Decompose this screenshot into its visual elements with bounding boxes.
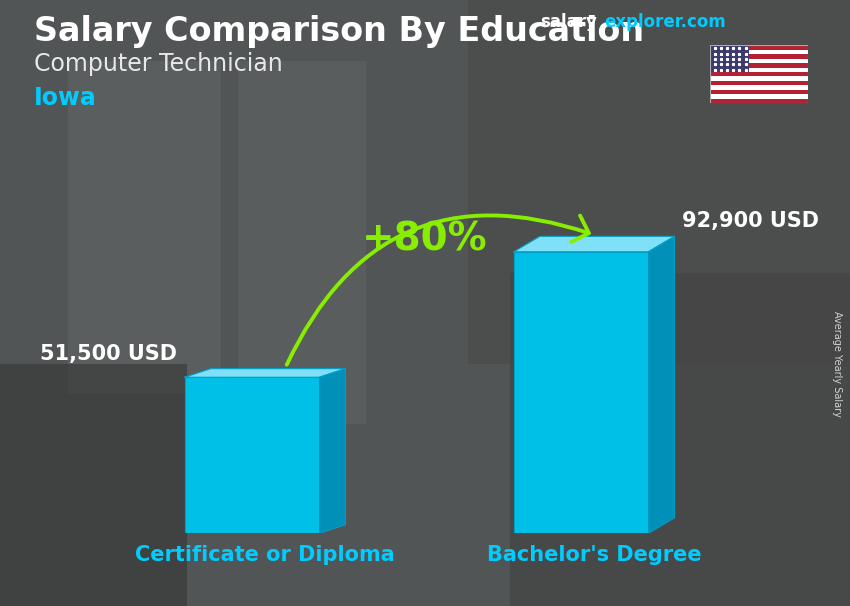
Text: +80%: +80% xyxy=(362,220,488,258)
Text: Certificate or Diploma: Certificate or Diploma xyxy=(135,545,395,565)
Text: Salary Comparison By Education: Salary Comparison By Education xyxy=(34,15,644,48)
FancyBboxPatch shape xyxy=(184,377,320,533)
Bar xyxy=(710,99,808,103)
FancyBboxPatch shape xyxy=(513,252,649,533)
Text: explorer.com: explorer.com xyxy=(604,13,726,32)
Bar xyxy=(710,68,808,72)
Bar xyxy=(710,63,808,68)
Text: salary: salary xyxy=(540,13,597,32)
Polygon shape xyxy=(513,236,675,252)
Text: 51,500 USD: 51,500 USD xyxy=(40,344,177,364)
Bar xyxy=(710,72,808,76)
Bar xyxy=(710,50,808,55)
Bar xyxy=(710,94,808,99)
Bar xyxy=(710,55,808,59)
Bar xyxy=(0,364,187,606)
Text: Computer Technician: Computer Technician xyxy=(34,52,283,76)
Bar xyxy=(710,76,808,81)
Bar xyxy=(510,273,850,606)
Bar xyxy=(710,81,808,85)
Polygon shape xyxy=(184,368,345,377)
Bar xyxy=(710,90,808,94)
Bar xyxy=(710,85,808,90)
Bar xyxy=(710,45,808,50)
Bar xyxy=(68,61,221,394)
Text: Bachelor's Degree: Bachelor's Degree xyxy=(487,545,701,565)
Bar xyxy=(710,59,808,63)
Text: 92,900 USD: 92,900 USD xyxy=(682,211,819,231)
FancyArrowPatch shape xyxy=(286,215,589,365)
Polygon shape xyxy=(649,236,675,533)
Polygon shape xyxy=(320,368,345,533)
Bar xyxy=(468,0,850,364)
Bar xyxy=(710,45,749,72)
Bar xyxy=(238,61,366,424)
Text: Iowa: Iowa xyxy=(34,86,97,110)
Text: Average Yearly Salary: Average Yearly Salary xyxy=(832,311,842,416)
